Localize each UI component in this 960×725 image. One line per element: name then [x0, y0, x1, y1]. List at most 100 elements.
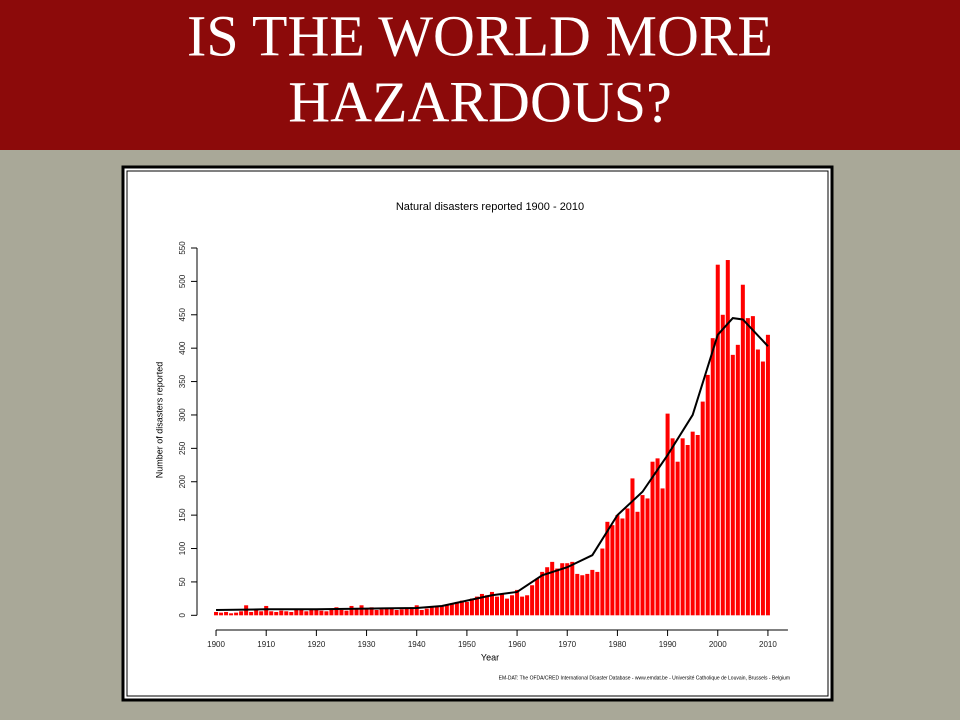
x-tick-label: 1980 [609, 640, 627, 649]
bar [484, 595, 489, 616]
bar [685, 445, 690, 616]
x-tick-label: 1960 [508, 640, 526, 649]
bar [294, 609, 299, 616]
bar [459, 600, 464, 616]
x-tick-label: 2000 [709, 640, 727, 649]
bar [449, 603, 454, 616]
x-tick-label: 1900 [207, 640, 225, 649]
bar [354, 608, 359, 616]
bar [705, 374, 710, 616]
y-tick-label: 250 [178, 441, 187, 455]
bar [525, 595, 530, 616]
bar [319, 610, 324, 616]
bar [334, 607, 339, 616]
bar [665, 413, 670, 616]
bar [615, 515, 620, 616]
x-tick-label: 1930 [358, 640, 376, 649]
bar [610, 525, 615, 616]
bar [650, 461, 655, 616]
bar [309, 608, 314, 616]
bar [625, 508, 630, 616]
bar [540, 571, 545, 616]
bar [369, 607, 374, 616]
bar [269, 611, 274, 616]
y-tick-label: 300 [178, 408, 187, 422]
bar [454, 601, 459, 616]
y-tick-label: 50 [178, 577, 187, 586]
bar [389, 607, 394, 616]
bar [530, 585, 535, 616]
bar [745, 318, 750, 616]
bar [565, 563, 570, 616]
x-axis-label: Year [481, 652, 499, 662]
bar [645, 498, 650, 616]
bar [239, 611, 244, 616]
bar [409, 607, 414, 616]
bar [755, 349, 760, 616]
x-tick-label: 1970 [558, 640, 576, 649]
bar [494, 596, 500, 616]
bar [399, 609, 404, 616]
bar [419, 609, 424, 616]
slide-title: HAZARDOUS? [288, 69, 671, 134]
bar [680, 438, 685, 616]
bar [304, 611, 309, 616]
x-tick-label: 1910 [257, 640, 275, 649]
y-tick-label: 500 [178, 274, 187, 288]
bar [279, 610, 284, 616]
bar [434, 606, 439, 616]
bar [605, 521, 610, 616]
bar [695, 434, 700, 616]
x-tick-label: 1940 [408, 640, 426, 649]
bar [595, 571, 600, 616]
bar [520, 596, 525, 616]
bar [264, 605, 269, 616]
bar [510, 595, 515, 616]
chart-frame-inner [126, 170, 829, 697]
bar [575, 573, 580, 616]
bar [364, 608, 369, 616]
bar [765, 334, 770, 616]
bar [324, 611, 329, 616]
bar [274, 611, 279, 616]
bar [570, 561, 575, 616]
source-note: EM-DAT: The OFDA/CRED International Disa… [499, 675, 790, 681]
y-tick-label: 450 [178, 308, 187, 322]
bar [670, 438, 675, 616]
bar [550, 561, 555, 616]
y-tick-label: 400 [178, 341, 187, 355]
bar [505, 598, 510, 616]
bar [214, 611, 219, 616]
bar [675, 461, 680, 616]
bar [234, 612, 239, 616]
bar [439, 605, 444, 616]
bar [374, 609, 379, 616]
bar [710, 338, 715, 616]
y-tick-label: 100 [178, 541, 187, 555]
y-axis-label: Number of disasters reported [154, 362, 164, 479]
slide-title: IS THE WORLD MORE [187, 3, 773, 68]
bar [259, 611, 264, 616]
bar [760, 361, 765, 616]
bar [545, 567, 550, 616]
bar [424, 608, 429, 616]
bar [725, 260, 730, 616]
bar [359, 605, 364, 616]
bar [479, 593, 484, 616]
bar [720, 314, 725, 616]
bar [254, 609, 259, 616]
x-tick-label: 1920 [307, 640, 325, 649]
bar [690, 431, 695, 616]
bar [560, 563, 565, 616]
bar [299, 609, 304, 616]
bar [750, 316, 755, 616]
y-tick-label: 350 [178, 374, 187, 388]
bar [429, 607, 434, 616]
bar [379, 609, 384, 616]
bar [284, 611, 289, 616]
bar [394, 609, 399, 616]
bar [344, 610, 349, 616]
bar [224, 611, 229, 616]
